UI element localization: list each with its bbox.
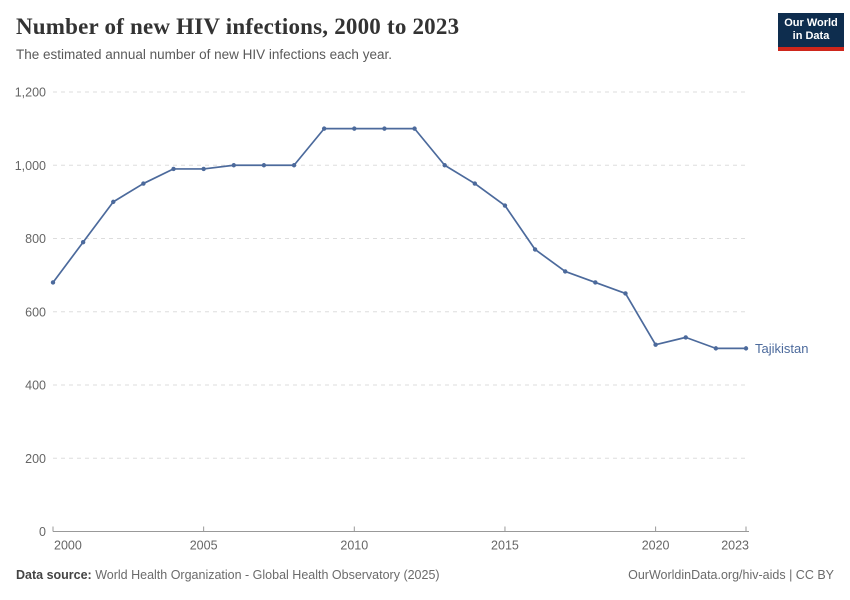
x-tick-label: 2023 bbox=[721, 539, 749, 553]
data-point bbox=[321, 126, 327, 131]
data-point bbox=[532, 247, 538, 252]
owid-logo[interactable]: Our World in Data bbox=[778, 13, 844, 51]
data-source: Data source: World Health Organization -… bbox=[16, 568, 440, 582]
data-point bbox=[743, 346, 749, 351]
y-tick-label: 400 bbox=[25, 379, 46, 393]
series-line-tajikistan bbox=[52, 127, 746, 350]
data-point bbox=[683, 335, 688, 340]
data-source-text: World Health Organization - Global Healt… bbox=[91, 568, 440, 582]
x-tick-label: 2010 bbox=[340, 539, 368, 553]
series-label-tajikistan[interactable]: Tajikistan bbox=[755, 341, 808, 356]
data-point bbox=[412, 126, 417, 131]
owid-logo-line1: Our World bbox=[784, 17, 838, 29]
data-point bbox=[80, 239, 86, 245]
data-point bbox=[563, 269, 568, 274]
y-tick-label: 200 bbox=[25, 452, 46, 466]
y-tick-label: 1,200 bbox=[15, 86, 46, 100]
data-point bbox=[141, 181, 146, 186]
y-tick-label: 1,000 bbox=[15, 159, 46, 173]
data-source-label: Data source: bbox=[16, 568, 92, 582]
data-point bbox=[201, 166, 206, 172]
data-point bbox=[291, 163, 297, 168]
data-point bbox=[111, 199, 116, 205]
y-tick-label: 800 bbox=[25, 232, 46, 246]
owid-link[interactable]: OurWorldinData.org/hiv-aids | CC BY bbox=[628, 568, 834, 582]
data-point bbox=[231, 163, 236, 168]
owid-logo-line2: in Data bbox=[792, 30, 830, 42]
data-point bbox=[593, 280, 598, 285]
x-tick-label: 2020 bbox=[642, 539, 670, 553]
data-point bbox=[50, 280, 56, 285]
data-point bbox=[382, 126, 387, 131]
data-point bbox=[352, 126, 357, 131]
y-tick-label: 0 bbox=[39, 525, 46, 539]
data-point bbox=[171, 166, 176, 172]
data-point bbox=[442, 163, 447, 168]
data-point bbox=[472, 181, 478, 186]
chart-subtitle: The estimated annual number of new HIV i… bbox=[16, 47, 392, 62]
data-point bbox=[623, 291, 628, 296]
data-point bbox=[653, 342, 658, 347]
chart-footer: Data source: World Health Organization -… bbox=[16, 568, 834, 582]
y-tick-label: 600 bbox=[25, 305, 46, 319]
data-point bbox=[713, 346, 719, 351]
x-tick-label: 2000 bbox=[54, 539, 82, 553]
x-tick-label: 2005 bbox=[190, 539, 218, 553]
chart-header: Number of new HIV infections, 2000 to 20… bbox=[16, 14, 756, 62]
data-point bbox=[502, 203, 508, 208]
line-chart: 0 200 400 600 800 1,000 1,200 2000 2005 2010 2015 2… bbox=[15, 86, 809, 553]
x-tick-label: 2015 bbox=[491, 539, 519, 553]
data-point bbox=[261, 163, 267, 168]
chart-title: Number of new HIV infections, 2000 to 20… bbox=[16, 14, 460, 39]
